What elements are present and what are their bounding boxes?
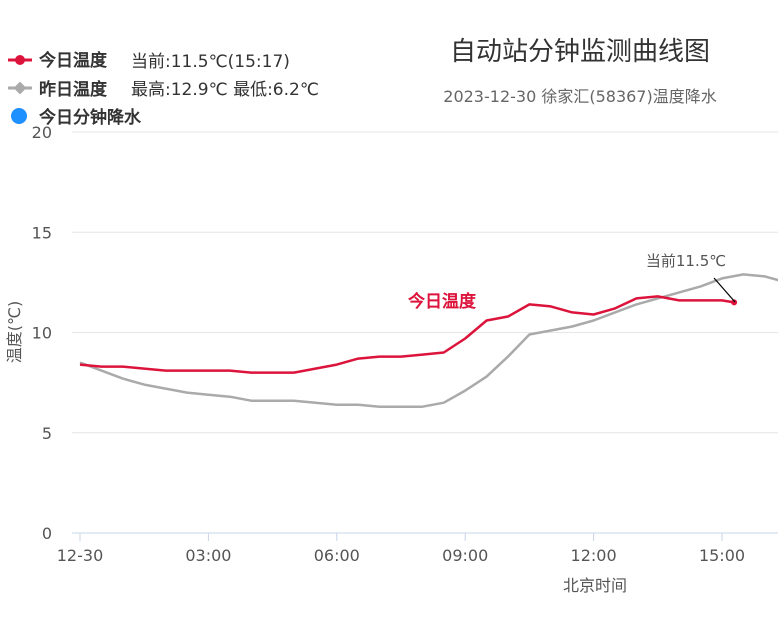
chart-title: 自动站分钟监测曲线图 (450, 37, 710, 67)
y-axis-ticks: 0 5 10 15 20 (32, 123, 52, 543)
x-tick-label: 03:00 (185, 546, 231, 565)
current-point (731, 299, 738, 306)
y-tick-label: 15 (32, 223, 52, 242)
x-axis: 12-30 03:00 06:00 09:00 12:00 15:00 (57, 532, 778, 565)
legend-item-yesterday[interactable]: 昨日温度 最高:12.9℃ 最低:6.2℃ (8, 79, 319, 100)
x-tick-label: 12-30 (57, 546, 104, 565)
y-tick-label: 20 (32, 123, 52, 142)
x-tick-label: 12:00 (571, 546, 617, 565)
x-tick-label: 09:00 (442, 546, 488, 565)
chart-subtitle: 2023-12-30 徐家汇(58367)温度降水 (443, 87, 716, 106)
y-tick-label: 10 (32, 324, 52, 343)
current-value-annotation: 当前11.5℃ (646, 252, 726, 270)
series-line-yesterday (79, 273, 778, 408)
y-tick-label: 0 (42, 524, 52, 543)
series-label-today: 今日温度 (408, 291, 477, 312)
legend-yesterday-label: 昨日温度 (39, 79, 108, 100)
legend-rain-marker (11, 108, 27, 124)
series-lines (79, 273, 778, 408)
grid-lines (72, 131, 778, 434)
y-axis-title: 温度(℃) (5, 301, 24, 363)
legend: 今日温度 当前:11.5℃(15:17) 昨日温度 最高:12.9℃ 最低:6.… (8, 50, 319, 128)
legend-item-rain[interactable]: 今日分钟降水 (11, 107, 142, 128)
x-tick-label: 06:00 (314, 546, 360, 565)
legend-yesterday-marker (13, 81, 27, 95)
legend-rain-label: 今日分钟降水 (39, 107, 142, 128)
legend-today-current: 当前:11.5℃(15:17) (131, 52, 290, 72)
legend-item-today[interactable]: 今日温度 当前:11.5℃(15:17) (8, 50, 290, 72)
y-tick-label: 5 (42, 424, 52, 443)
legend-yesterday-extremes: 最高:12.9℃ 最低:6.2℃ (131, 80, 319, 100)
x-axis-title: 北京时间 (563, 576, 627, 595)
legend-today-label: 今日温度 (39, 50, 108, 71)
legend-today-marker (15, 55, 25, 65)
x-tick-label: 15:00 (699, 546, 745, 565)
current-value-pointer (713, 277, 736, 303)
series-line-today (79, 295, 735, 374)
